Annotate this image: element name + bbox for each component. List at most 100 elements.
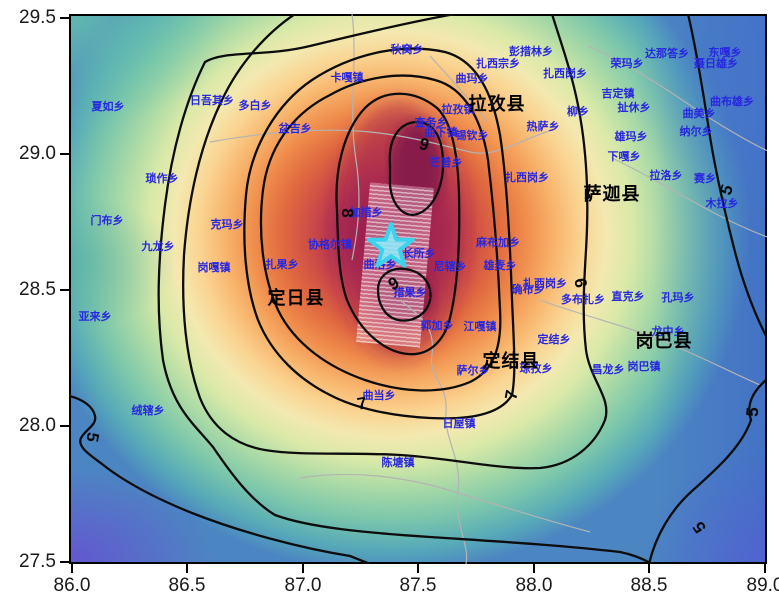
county-boundary-lines (209, 14, 767, 564)
town-label-26: 锡钦乡 (455, 130, 489, 142)
town-label-34: 九龙乡 (141, 241, 175, 253)
town-label-24: 查务乡 (414, 117, 448, 129)
county-label-1: 萨迦县 (583, 184, 641, 204)
town-label-59: 绒辖乡 (131, 405, 165, 417)
town-label-61: 龙中乡 (651, 326, 685, 338)
town-label-47: 扎西岗乡 (523, 278, 567, 290)
town-label-45: 措果乡 (393, 287, 427, 299)
county-label-3: 定结县 (482, 351, 540, 371)
town-label-55: 琼孜乡 (519, 363, 553, 375)
county-label-4: 岗巴县 (635, 331, 693, 351)
town-label-32: 琐作乡 (145, 173, 179, 185)
town-label-1: 日吾其乡 (190, 95, 234, 107)
town-label-10: 荣玛乡 (610, 58, 644, 70)
x-tick-mark-1 (186, 564, 188, 573)
town-label-28: 拉洛乡 (649, 170, 683, 182)
x-tick-label-0: 86.0 (53, 575, 91, 596)
contour-5-southwest (69, 394, 371, 564)
x-tick-mark-0 (71, 564, 73, 573)
town-label-12: 东嘎乡 (708, 47, 742, 59)
town-label-23: 拉孜镇 (441, 104, 475, 116)
town-label-41: 长所乡 (402, 248, 436, 260)
town-label-27: 芒普乡 (429, 157, 463, 169)
contour-5-northeast (686, 14, 767, 337)
town-label-53: 定结乡 (537, 334, 571, 346)
town-label-3: 盆吉乡 (278, 123, 312, 135)
town-label-15: 扯休乡 (617, 102, 651, 114)
x-tick-mark-2 (302, 564, 304, 573)
y-tick-label-3: 28.0 (19, 415, 56, 436)
town-label-50: 孔玛乡 (661, 292, 695, 304)
x-tick-label-3: 87.5 (399, 575, 437, 596)
contour-7-inner (259, 74, 502, 392)
town-label-21: 下嘎乡 (607, 151, 641, 163)
contour-8 (335, 92, 461, 356)
town-label-25: 曲下镇 (424, 127, 458, 139)
contour-9-north (388, 120, 445, 216)
town-label-44: 麻布加乡 (476, 237, 520, 249)
x-tick-mark-4 (533, 564, 535, 573)
y-tick-label-2: 28.5 (19, 279, 56, 300)
town-label-6: 曲玛乡 (455, 73, 489, 85)
town-label-9: 扎西岗乡 (543, 68, 587, 80)
town-label-57: 日屋镇 (442, 418, 476, 430)
y-tick-mark-4 (60, 561, 69, 563)
epicenter-star (367, 222, 415, 268)
town-label-30: 木拉乡 (705, 198, 739, 210)
contour-9-south (376, 267, 432, 322)
town-label-5: 秋窝乡 (390, 44, 424, 56)
town-label-52: 江嘎镇 (463, 321, 497, 333)
x-tick-mark-5 (648, 564, 650, 573)
y-tick-mark-3 (60, 425, 69, 427)
town-label-7: 扎西宗乡 (476, 58, 520, 70)
x-tick-label-1: 86.5 (168, 575, 206, 596)
y-tick-label-4: 27.5 (19, 551, 56, 572)
x-tick-label-6: 89.0 (746, 575, 779, 596)
contour-6 (182, 14, 608, 470)
town-label-39: 加措乡 (349, 207, 383, 219)
contour-7 (243, 47, 516, 420)
town-label-2: 多白乡 (238, 100, 272, 112)
county-label-0: 拉孜县 (468, 94, 526, 114)
town-label-33: 门布乡 (90, 215, 124, 227)
y-tick-label-0: 29.5 (19, 7, 56, 28)
town-label-19: 纳尔乡 (679, 126, 713, 138)
x-tick-mark-6 (764, 564, 766, 573)
town-label-54: 萨尔乡 (456, 365, 490, 377)
intensity-contour-lines (69, 14, 767, 564)
town-label-22: 热萨乡 (526, 121, 560, 133)
town-label-63: 昌龙乡 (591, 364, 625, 376)
town-label-42: 尼辖乡 (433, 261, 467, 273)
y-tick-mark-2 (60, 289, 69, 291)
town-label-58: 陈塘镇 (381, 457, 415, 469)
town-label-48: 多布扎乡 (561, 294, 605, 306)
town-label-36: 岗嘎镇 (197, 262, 231, 274)
town-label-62: 岗巴镇 (627, 361, 661, 373)
town-label-38: 协格尔镇 (308, 239, 352, 251)
town-label-37: 扎果乡 (265, 259, 299, 271)
town-label-56: 曲当乡 (362, 390, 396, 402)
x-tick-label-5: 88.5 (630, 575, 668, 596)
town-label-60: 亚来乡 (78, 311, 112, 323)
town-label-20: 雄玛乡 (614, 131, 648, 143)
town-label-17: 曲布雄乡 (710, 96, 754, 108)
y-tick-mark-0 (60, 17, 69, 19)
town-label-11: 达那答乡 (645, 48, 689, 60)
town-label-4: 卡嘎镇 (330, 72, 364, 84)
y-tick-label-1: 29.0 (19, 143, 56, 164)
contour-5-southeast (647, 379, 767, 564)
town-label-49: 直克乡 (611, 291, 645, 303)
town-label-18: 曲美乡 (682, 108, 716, 120)
town-label-8: 彭措林乡 (509, 46, 553, 58)
town-label-51: 郭加乡 (420, 320, 454, 332)
town-label-43: 雄麦乡 (483, 260, 517, 272)
town-label-16: 柳乡 (567, 106, 589, 118)
x-tick-label-4: 88.0 (515, 575, 553, 596)
town-label-46: 确布乡 (511, 284, 545, 296)
county-label-2: 定日县 (267, 288, 325, 308)
town-label-35: 克玛乡 (210, 219, 244, 231)
town-label-31: 扎西岗乡 (505, 172, 549, 184)
